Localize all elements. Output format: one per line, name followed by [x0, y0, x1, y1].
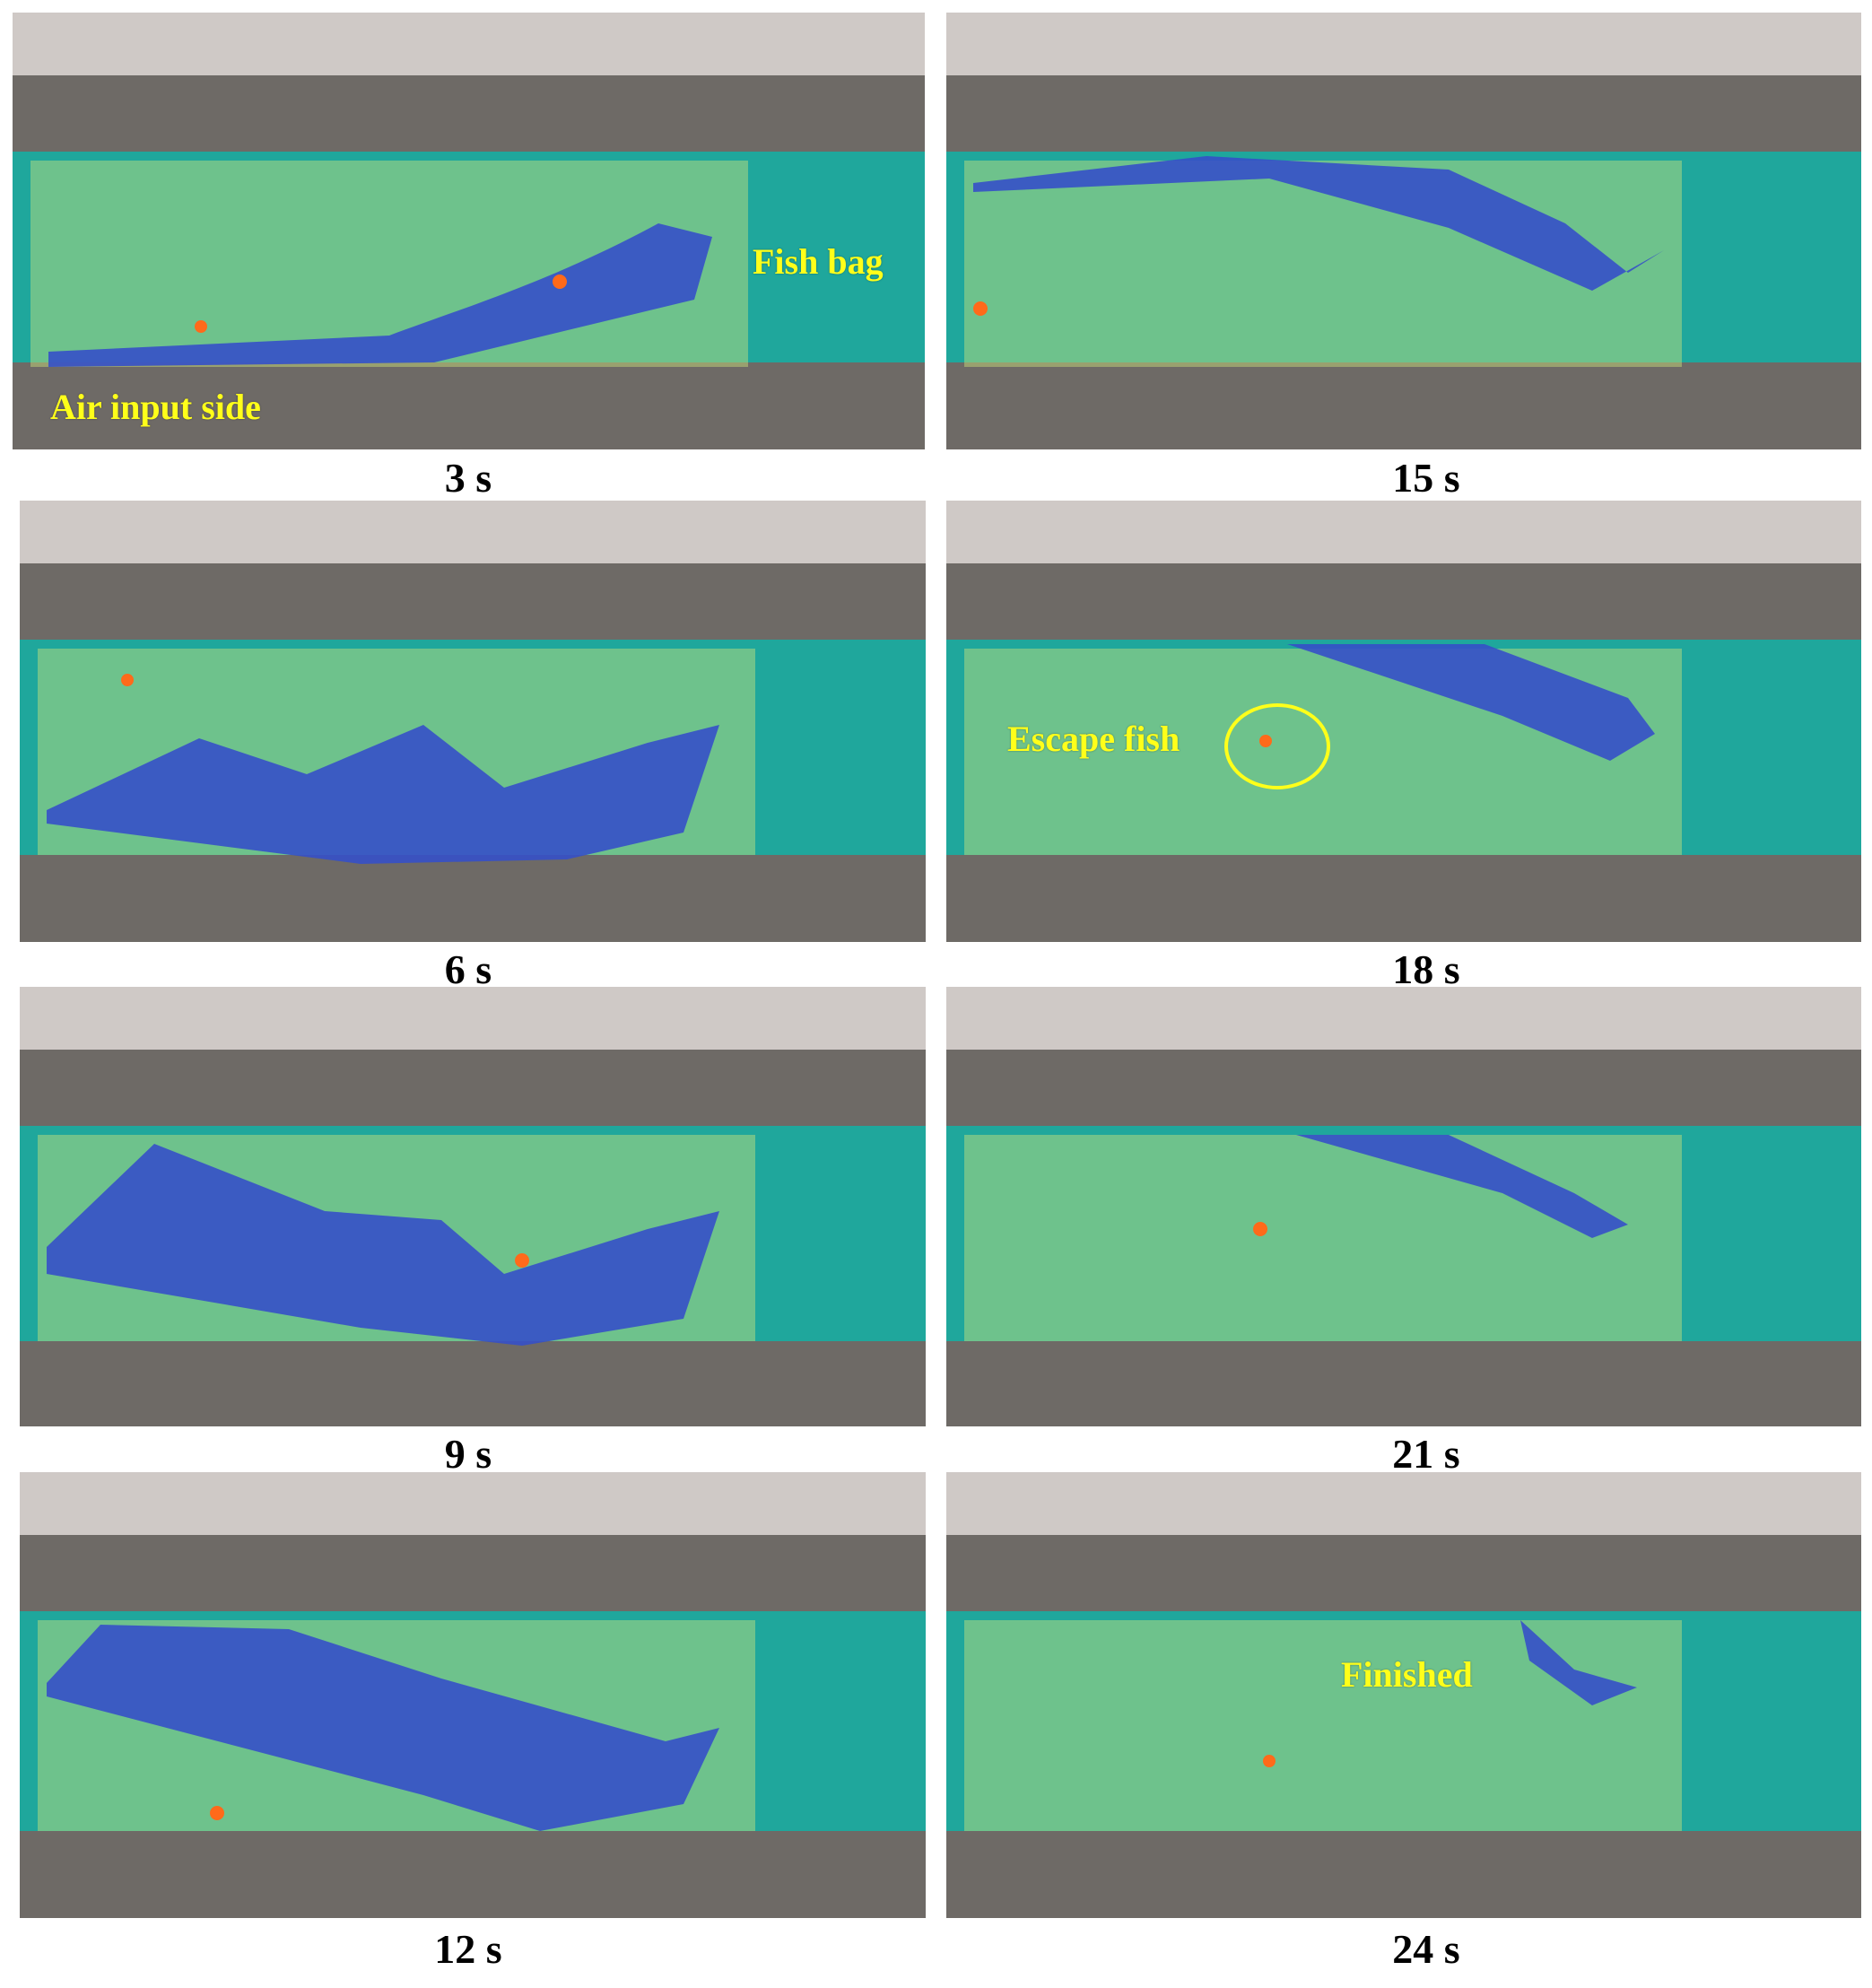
caption-15s: 15 s [1392, 455, 1460, 501]
panel-3s: Fish bag Air input side [13, 13, 925, 449]
panel-18s: Escape fish [946, 501, 1861, 942]
caption-18s: 18 s [1392, 946, 1460, 992]
panel-21s [946, 987, 1861, 1426]
air-input-side-label: Air input side [50, 387, 261, 427]
escape-fish-label: Escape fish [1007, 719, 1180, 759]
panel-12s [20, 1472, 926, 1918]
panel-6s [20, 501, 926, 942]
fish-bag-label: Fish bag [753, 241, 884, 282]
panel-9s [20, 987, 926, 1426]
panel-15s [946, 13, 1861, 449]
caption-24s: 24 s [1392, 1926, 1460, 1972]
caption-21s: 21 s [1392, 1431, 1460, 1477]
caption-6s: 6 s [444, 946, 492, 992]
finished-label: Finished [1341, 1654, 1473, 1695]
escape-fish-circle [1224, 703, 1330, 789]
panel-24s: Finished [946, 1472, 1861, 1918]
caption-9s: 9 s [444, 1431, 492, 1477]
caption-3s: 3 s [444, 455, 492, 501]
caption-12s: 12 s [434, 1926, 502, 1972]
